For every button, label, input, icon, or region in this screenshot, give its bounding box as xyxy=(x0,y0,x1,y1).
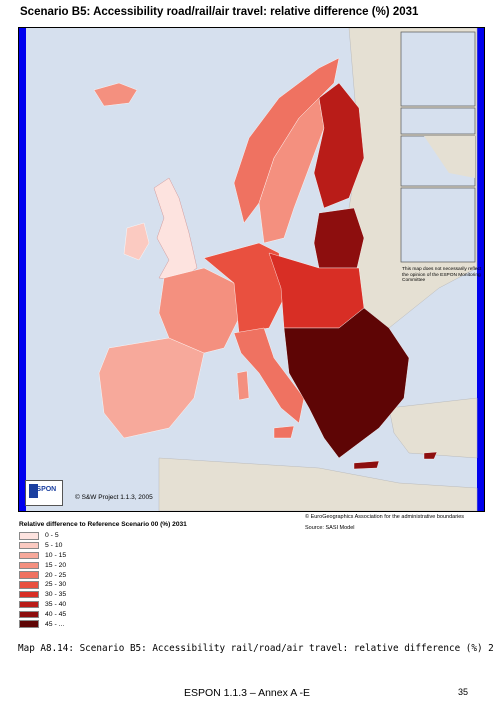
legend-item: 5 - 10 xyxy=(19,541,269,551)
iceland xyxy=(93,82,138,107)
legend-swatch xyxy=(19,532,39,540)
espon-logo: ESPON xyxy=(25,480,63,506)
great-britain xyxy=(153,177,198,281)
page-number: 35 xyxy=(458,687,469,697)
map-frame: This map does not necessarily reflect th… xyxy=(18,27,485,512)
south-east-europe xyxy=(283,307,410,459)
north-africa-land xyxy=(158,457,478,511)
france xyxy=(158,267,240,354)
credit-boundaries: © EuroGeographics Association for the ad… xyxy=(305,514,465,520)
crete xyxy=(353,460,380,470)
legend-label: 5 - 10 xyxy=(45,542,63,550)
inset-reunion-land xyxy=(424,136,475,178)
legend-label: 0 - 5 xyxy=(45,532,59,540)
map-title: Scenario B5: Accessibility road/rail/air… xyxy=(20,6,419,18)
legend-item: 30 - 35 xyxy=(19,590,269,600)
legend-swatch xyxy=(19,561,39,570)
legend-rows: 0 - 5 5 - 10 10 - 15 15 - 20 20 - 25 25 - 30 3… xyxy=(19,531,269,629)
legend-swatch xyxy=(19,620,39,628)
europe-map xyxy=(19,28,484,511)
figure-caption: Map A8.14: Scenario B5: Accessibility ra… xyxy=(18,643,494,654)
inset-madeira xyxy=(400,107,476,135)
italy xyxy=(233,327,305,424)
legend-item: 0 - 5 xyxy=(19,531,269,541)
legend-swatch xyxy=(19,571,39,579)
legend-item: 45 - ... xyxy=(19,619,269,629)
legend-label: 15 - 20 xyxy=(45,561,67,569)
legend-label: 35 - 40 xyxy=(45,600,67,608)
legend-swatch xyxy=(19,581,39,589)
central-west-europe xyxy=(203,242,285,334)
legend-title: Relative difference to Reference Scenari… xyxy=(19,521,187,528)
sicily xyxy=(273,425,295,439)
inset-guadeloupe xyxy=(400,187,476,263)
legend-swatch xyxy=(19,551,39,560)
turkey-land xyxy=(388,397,478,459)
ireland xyxy=(123,222,150,261)
credit-source: Source: SASI Model xyxy=(305,525,355,531)
left-frame-bar xyxy=(19,28,26,511)
legend-item: 35 - 40 xyxy=(19,600,269,610)
espon-logo-bar xyxy=(29,484,38,498)
legend-label: 10 - 15 xyxy=(45,551,67,559)
legend-item: 25 - 30 xyxy=(19,580,269,590)
legend-label: 20 - 25 xyxy=(45,571,67,579)
sardinia xyxy=(236,370,250,401)
sweden xyxy=(258,97,325,244)
legend-label: 45 - ... xyxy=(45,620,65,628)
baltic-states xyxy=(313,207,365,269)
legend-label: 25 - 30 xyxy=(45,581,67,589)
legend-label: 30 - 35 xyxy=(45,591,67,599)
map-disclaimer: This map does not necessarily reflect th… xyxy=(402,267,482,284)
legend-swatch xyxy=(19,600,39,609)
inset-canary-islands xyxy=(400,31,476,107)
legend-item: 10 - 15 xyxy=(19,551,269,561)
legend-item: 40 - 45 xyxy=(19,609,269,619)
footer-text: ESPON 1.1.3 – Annex A -E xyxy=(183,687,311,699)
legend-item: 20 - 25 xyxy=(19,570,269,580)
legend-item: 15 - 20 xyxy=(19,560,269,570)
map-credits: © EuroGeographics Association for the ad… xyxy=(305,512,464,534)
legend-swatch xyxy=(19,541,39,550)
legend-label: 40 - 45 xyxy=(45,610,67,618)
map-copyright: © S&W Project 1.1.3, 2005 xyxy=(75,494,153,501)
legend-swatch xyxy=(19,590,39,599)
iberia xyxy=(98,337,205,439)
legend-swatch xyxy=(19,610,39,619)
map-legend: Relative difference to Reference Scenari… xyxy=(19,521,269,629)
right-frame-bar xyxy=(477,28,484,511)
norway xyxy=(233,57,340,224)
cyprus xyxy=(423,451,438,460)
finland xyxy=(313,82,365,209)
espon-logo-text: ESPON xyxy=(31,486,57,493)
